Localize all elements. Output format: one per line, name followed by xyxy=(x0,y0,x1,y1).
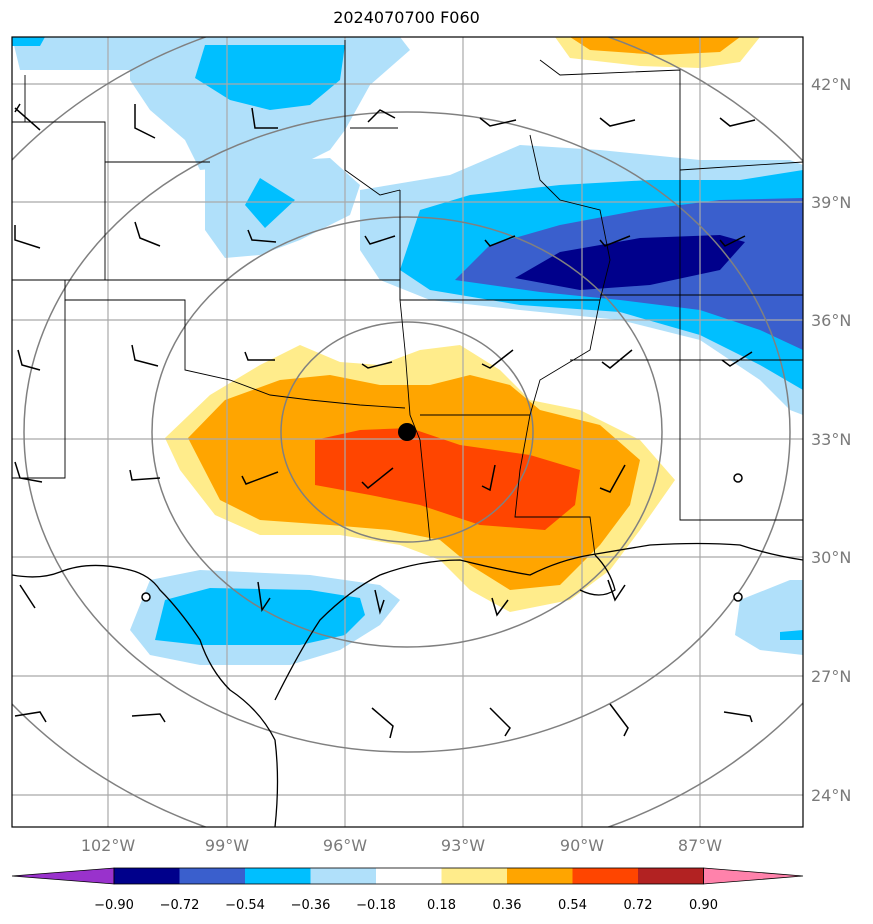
lat-label-36: 36°N xyxy=(811,311,851,330)
wind-barbs xyxy=(14,103,756,739)
lat-label-39: 39°N xyxy=(811,193,851,212)
colorbar-label: −0.36 xyxy=(291,898,331,913)
range-rings xyxy=(12,37,803,827)
latitude-labels: 42°N 39°N 36°N 33°N 30°N 27°N 24°N xyxy=(811,75,851,805)
longitude-labels: 102°W 99°W 96°W 93°W 90°W 87°W xyxy=(81,836,722,855)
lon-label-99: 99°W xyxy=(205,836,249,855)
colorbar-segment xyxy=(114,868,180,884)
map-frame xyxy=(11,36,804,828)
colorbar-label: 0.36 xyxy=(493,898,522,913)
colorbar-segment xyxy=(572,868,638,884)
colorbar-label: −0.54 xyxy=(225,898,265,913)
coastline xyxy=(12,542,803,827)
lat-label-24: 24°N xyxy=(811,786,851,805)
lat-label-42: 42°N xyxy=(811,75,851,94)
colorbar-arrow-right xyxy=(703,867,804,885)
colorbar-label: 0.90 xyxy=(689,898,718,913)
colorbar-segment xyxy=(441,868,507,884)
colorbar-segment xyxy=(638,868,704,884)
lon-label-96: 96°W xyxy=(323,836,367,855)
colorbar-segment xyxy=(376,868,442,884)
colorbar-arrow-left xyxy=(11,867,115,885)
map-area xyxy=(12,37,803,827)
state-borders xyxy=(12,40,803,556)
contour-negative-core xyxy=(515,235,745,290)
graticule xyxy=(12,37,803,827)
lat-label-30: 30°N xyxy=(811,548,851,567)
colorbar-label: −0.18 xyxy=(356,898,396,913)
lon-label-87: 87°W xyxy=(678,836,722,855)
colorbar: −0.90 −0.72 −0.54 −0.36 −0.18 0.18 0.36 … xyxy=(11,867,804,913)
map-title: 2024070700 F060 xyxy=(333,8,480,27)
colorbar-segment xyxy=(507,868,573,884)
colorbar-segment xyxy=(245,868,311,884)
contour-positive-core xyxy=(315,428,580,530)
lon-label-93: 93°W xyxy=(441,836,485,855)
colorbar-label: 0.18 xyxy=(427,898,456,913)
colorbar-label: 0.54 xyxy=(558,898,587,913)
colorbar-label: −0.72 xyxy=(160,898,200,913)
lon-label-102: 102°W xyxy=(81,836,136,855)
lon-label-90: 90°W xyxy=(560,836,604,855)
colorbar-label: 0.72 xyxy=(624,898,653,913)
colorbar-segment xyxy=(179,868,245,884)
colorbar-segment xyxy=(310,868,376,884)
station-marker xyxy=(398,423,416,441)
calm-markers xyxy=(141,473,743,602)
lat-label-33: 33°N xyxy=(811,430,851,449)
colorbar-label: −0.90 xyxy=(94,898,134,913)
lat-label-27: 27°N xyxy=(811,667,851,686)
